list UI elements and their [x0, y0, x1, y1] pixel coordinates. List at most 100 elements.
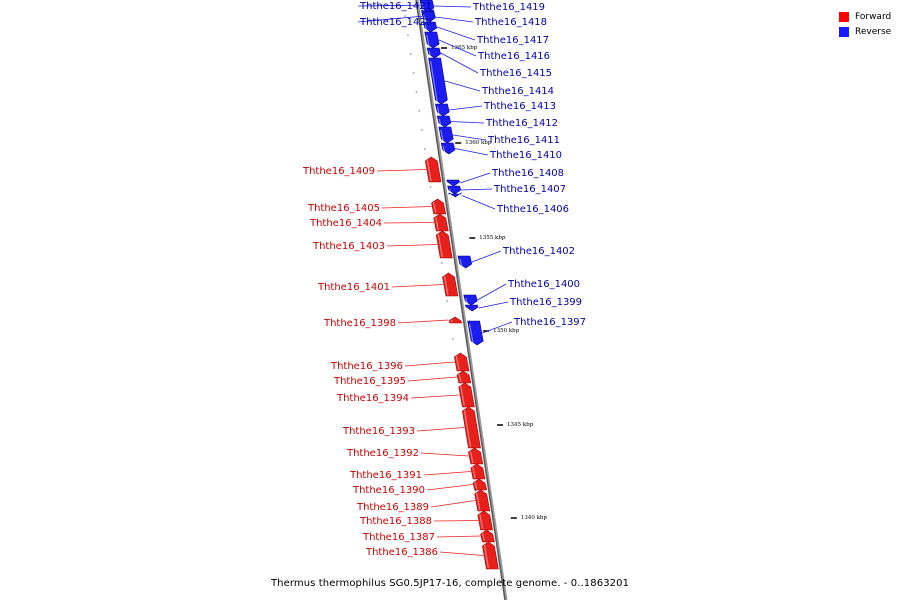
gene-arrow[interactable]: [422, 21, 438, 33]
gene-arrow[interactable]: [446, 179, 460, 187]
gene-highlight: [426, 159, 432, 182]
gene-highlight: [459, 258, 463, 268]
scale-tick-label: 1365 kbp: [451, 45, 478, 51]
gene-label[interactable]: Ththe16_1386: [365, 547, 438, 558]
gene-label[interactable]: Ththe16_1400: [507, 279, 580, 290]
gene-arrow[interactable]: [426, 47, 441, 59]
gene-label[interactable]: Ththe16_1392: [346, 448, 419, 459]
gene-connector: [449, 105, 483, 111]
gene-connector: [436, 26, 476, 41]
gene-label[interactable]: Ththe16_1399: [509, 297, 582, 308]
gene-label[interactable]: Ththe16_1417: [476, 35, 549, 46]
gene-connector: [357, 4, 434, 7]
gene-arrow[interactable]: [462, 406, 481, 449]
gene-label[interactable]: Ththe16_1420: [359, 17, 432, 28]
legend-label-reverse: Reverse: [855, 26, 892, 37]
gene-label[interactable]: Ththe16_1416: [477, 51, 550, 62]
gene-arrow[interactable]: [448, 316, 463, 324]
gene-label[interactable]: Ththe16_1387: [362, 532, 435, 543]
gene-label[interactable]: Ththe16_1389: [356, 502, 429, 513]
gene-label[interactable]: Ththe16_1401: [317, 282, 390, 293]
legend-label-forward: Forward: [855, 11, 892, 22]
gene-connector: [391, 284, 444, 288]
scale-tick-label: 1340 kbp: [521, 515, 548, 521]
gene-connector: [471, 250, 502, 263]
gene-label[interactable]: Ththe16_1407: [493, 184, 566, 195]
reverse-swatch: [839, 26, 849, 37]
gene-arrow[interactable]: [428, 57, 448, 105]
gene-arrow[interactable]: [421, 11, 436, 23]
gene-arrow[interactable]: [458, 382, 475, 408]
gene-arrow[interactable]: [431, 198, 447, 215]
gene-arrow[interactable]: [435, 230, 453, 259]
gene-label[interactable]: Ththe16_1403: [312, 241, 385, 252]
gene-connector: [357, 14, 436, 23]
gene-arrow[interactable]: [454, 352, 470, 372]
gene-arrow[interactable]: [477, 510, 493, 531]
gene-label[interactable]: Ththe16_1390: [352, 485, 425, 496]
gene-label[interactable]: Ththe16_1395: [333, 376, 406, 387]
gene-label[interactable]: Ththe16_1408: [491, 168, 564, 179]
gene-arrow[interactable]: [438, 126, 454, 144]
scale-tick-label: 1350 kbp: [493, 328, 520, 334]
gene-arrow[interactable]: [470, 463, 486, 480]
gene-label[interactable]: Ththe16_1421: [359, 1, 432, 12]
gene-highlight: [476, 492, 481, 511]
gene-highlight: [469, 323, 474, 345]
gene-arrow[interactable]: [463, 294, 478, 306]
gene-label[interactable]: Ththe16_1405: [307, 203, 380, 214]
gene-connector: [433, 520, 479, 522]
gene-arrow[interactable]: [424, 31, 440, 49]
gene-highlight: [443, 275, 449, 296]
gene-label[interactable]: Ththe16_1412: [485, 118, 558, 129]
gene-label[interactable]: Ththe16_1402: [502, 246, 575, 257]
gene-arrow[interactable]: [440, 142, 456, 155]
gene-label[interactable]: Ththe16_1415: [479, 68, 552, 79]
gene-arrow[interactable]: [419, 0, 435, 13]
gene-highlight: [421, 2, 425, 12]
gene-label[interactable]: Ththe16_1413: [483, 101, 556, 112]
gene-label[interactable]: Ththe16_1398: [323, 318, 396, 329]
gene-arrow[interactable]: [464, 304, 479, 312]
gene-label[interactable]: Ththe16_1410: [489, 150, 562, 161]
gene-arrow[interactable]: [436, 115, 452, 128]
gene-label[interactable]: Ththe16_1406: [496, 204, 569, 215]
gene-label[interactable]: Ththe16_1418: [474, 17, 547, 28]
gene-connector: [383, 222, 435, 224]
gene-arrow[interactable]: [468, 447, 484, 465]
gene-arrow[interactable]: [435, 103, 450, 117]
gene-connector: [423, 471, 471, 476]
gene-label[interactable]: Ththe16_1419: [472, 2, 545, 13]
gene-connector: [416, 427, 465, 432]
gene-label[interactable]: Ththe16_1394: [336, 393, 409, 404]
gene-highlight: [438, 118, 442, 127]
gene-label[interactable]: Ththe16_1411: [487, 135, 560, 146]
gene-label[interactable]: Ththe16_1404: [309, 218, 382, 229]
gene-arrow[interactable]: [474, 489, 491, 512]
gene-arrow[interactable]: [424, 156, 442, 183]
gene-arrow[interactable]: [467, 320, 484, 346]
gene-connector: [477, 283, 507, 301]
gene-arrow[interactable]: [482, 541, 499, 570]
gene-label[interactable]: Ththe16_1409: [302, 166, 375, 177]
gene-arrow[interactable]: [480, 529, 495, 543]
gene-connector: [407, 376, 457, 382]
gene-label[interactable]: Ththe16_1393: [342, 426, 415, 437]
gene-highlight: [442, 145, 446, 154]
gene-arrow[interactable]: [472, 478, 488, 491]
gene-features: [419, 0, 499, 570]
gene-arrow[interactable]: [457, 255, 473, 269]
gene-label[interactable]: Ththe16_1414: [481, 86, 554, 97]
legend: Forward Reverse: [839, 9, 891, 39]
gene-label[interactable]: Ththe16_1391: [349, 470, 422, 481]
gene-arrow[interactable]: [433, 213, 449, 232]
gene-arrow[interactable]: [447, 185, 462, 195]
gene-arrow[interactable]: [456, 370, 472, 384]
gene-label[interactable]: Ththe16_1388: [359, 516, 432, 527]
gene-connector: [482, 321, 513, 334]
gene-label[interactable]: Ththe16_1397: [513, 317, 586, 328]
gene-arrow[interactable]: [448, 192, 462, 198]
gene-arrow[interactable]: [442, 272, 459, 297]
gene-label[interactable]: Ththe16_1396: [330, 361, 403, 372]
